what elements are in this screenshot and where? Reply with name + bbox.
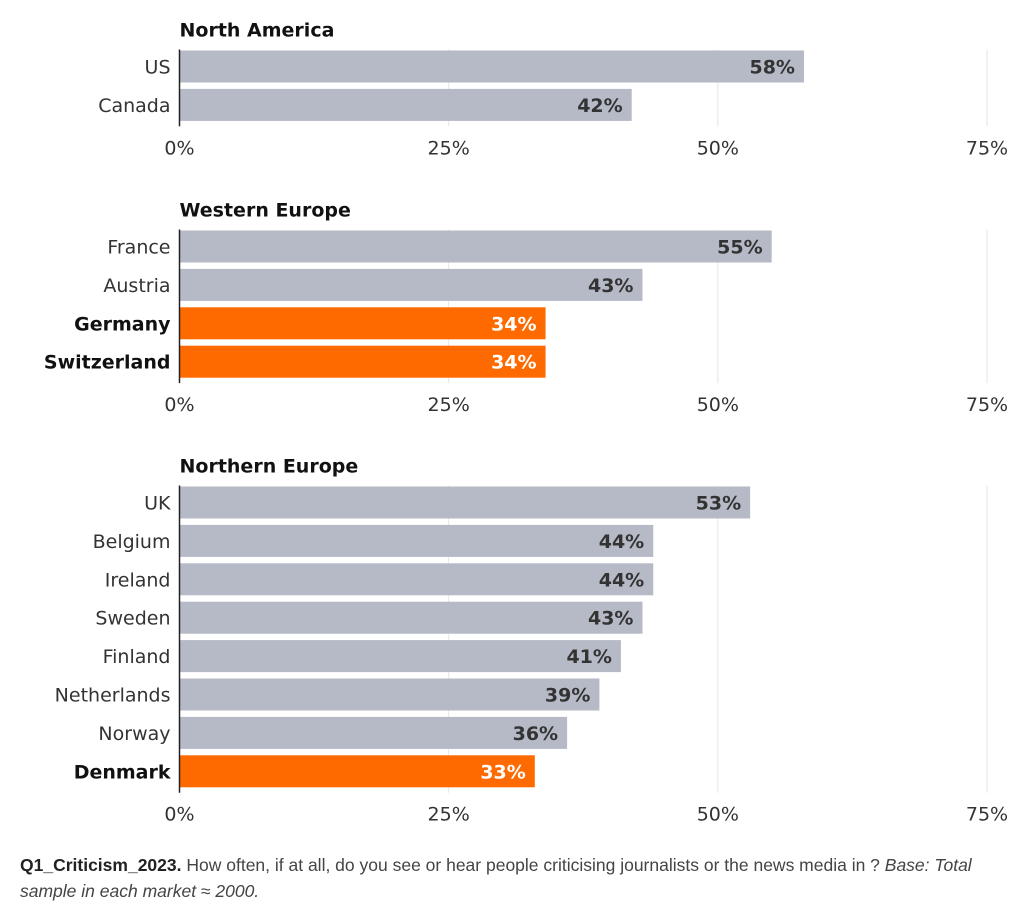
x-tick-label: 50% — [697, 394, 739, 416]
panel-title: Western Europe — [180, 200, 351, 222]
category-label: Finland — [103, 646, 171, 668]
bar — [179, 486, 751, 519]
x-tick-label: 50% — [697, 137, 739, 159]
value-label: 36% — [513, 723, 558, 745]
value-label: 44% — [599, 531, 644, 553]
bar — [179, 268, 643, 301]
x-tick-label: 25% — [428, 394, 470, 416]
category-label: Germany — [74, 313, 171, 335]
bar — [179, 230, 772, 263]
footnote: Q1_Criticism_2023. How often, if at all,… — [20, 852, 1010, 904]
value-label: 55% — [717, 237, 762, 259]
value-label: 44% — [599, 569, 644, 591]
footnote-base: Base: Total sample in each market ≈ 2000… — [20, 855, 972, 901]
x-tick-label: 0% — [164, 804, 194, 826]
bar — [179, 524, 654, 557]
bar — [179, 601, 643, 634]
value-label: 39% — [545, 685, 590, 707]
panel-title: Northern Europe — [180, 456, 359, 478]
x-tick-label: 75% — [966, 804, 1008, 826]
value-label: 33% — [480, 761, 525, 783]
value-label: 34% — [491, 352, 536, 374]
value-label: 58% — [749, 57, 794, 79]
category-label: Belgium — [93, 531, 171, 553]
value-label: 53% — [696, 493, 741, 515]
footnote-question: Q1_Criticism_2023. — [20, 855, 182, 875]
category-label: Sweden — [95, 608, 170, 630]
category-label: Netherlands — [55, 685, 171, 707]
bar — [179, 50, 804, 83]
bar — [179, 716, 568, 749]
bar — [179, 307, 546, 340]
value-label: 41% — [566, 646, 611, 668]
value-label: 43% — [588, 275, 633, 297]
bar — [179, 678, 600, 711]
category-label: Ireland — [105, 569, 171, 591]
category-label: US — [145, 57, 171, 79]
bar — [179, 88, 632, 121]
x-tick-label: 25% — [428, 137, 470, 159]
category-label: Switzerland — [44, 352, 171, 374]
category-label: UK — [144, 493, 171, 515]
bar — [179, 563, 654, 596]
x-tick-label: 50% — [697, 804, 739, 826]
category-label: Denmark — [74, 761, 171, 783]
panel-title: North America — [180, 20, 335, 42]
value-label: 42% — [577, 95, 622, 117]
category-label: Canada — [98, 95, 170, 117]
x-tick-label: 75% — [966, 137, 1008, 159]
bar — [179, 345, 546, 378]
x-tick-label: 75% — [966, 394, 1008, 416]
x-tick-label: 0% — [164, 137, 194, 159]
category-label: France — [107, 237, 170, 259]
footnote-text: How often, if at all, do you see or hear… — [181, 855, 885, 875]
value-label: 34% — [491, 313, 536, 335]
category-label: Austria — [103, 275, 170, 297]
bar — [179, 640, 621, 673]
category-label: Norway — [98, 723, 170, 745]
x-tick-label: 0% — [164, 394, 194, 416]
value-label: 43% — [588, 608, 633, 630]
chart: North America 0% 25% 50% 75% US 58% Canada 42% We… — [44, 20, 1008, 826]
x-tick-label: 25% — [428, 804, 470, 826]
bar — [179, 755, 535, 788]
